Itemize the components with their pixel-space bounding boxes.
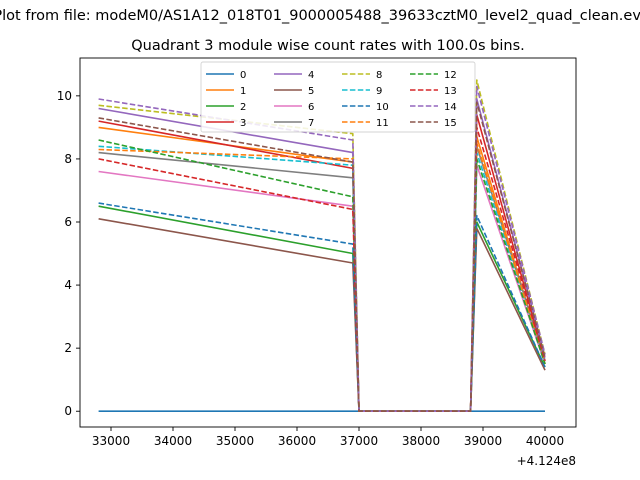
axes-frame [79, 57, 577, 428]
x-tick-label: 36000 [278, 434, 316, 448]
legend-label: 4 [308, 70, 314, 81]
series-line-7 [98, 145, 546, 413]
legend-label: 3 [240, 118, 246, 129]
x-tick-label: 33000 [92, 434, 130, 448]
series-line-11 [98, 142, 546, 413]
legend-label: 11 [376, 118, 389, 129]
y-axis: 0 2 4 6 8 10 [57, 89, 80, 418]
y-tick-label: 10 [57, 89, 72, 103]
x-tick-label: 38000 [402, 434, 440, 448]
legend-label: 14 [444, 102, 457, 113]
series-line-9 [98, 145, 546, 413]
x-tick-label: 37000 [340, 434, 378, 448]
series-line-15 [98, 101, 546, 413]
y-tick-label: 0 [64, 404, 72, 418]
x-tick-label: 40000 [526, 434, 564, 448]
y-tick-label: 2 [64, 341, 72, 355]
legend-label: 13 [444, 86, 457, 97]
x-tick-label: 34000 [154, 434, 192, 448]
y-tick-label: 6 [64, 215, 72, 229]
series-line-2 [98, 205, 546, 413]
legend-label: 0 [240, 70, 246, 81]
legend-label: 15 [444, 118, 457, 129]
legend-label: 2 [240, 102, 246, 113]
legend-box [200, 61, 476, 133]
y-tick-label: 8 [64, 152, 72, 166]
x-axis: 33000 34000 35000 36000 37000 38000 39000 40000 [92, 427, 564, 448]
legend-label: 10 [376, 102, 389, 113]
series-line-14 [98, 85, 546, 413]
series-line-6 [98, 164, 546, 413]
legend-label: 9 [376, 86, 382, 97]
legend-label: 1 [240, 86, 246, 97]
legend-label: 7 [308, 118, 314, 129]
legend-label: 6 [308, 102, 314, 113]
series-layer [98, 79, 546, 413]
legend-label: 5 [308, 86, 314, 97]
series-line-10 [98, 202, 546, 413]
legend-label: 12 [444, 70, 457, 81]
x-tick-label: 35000 [216, 434, 254, 448]
figure-suptitle: Plot from file: modeM0/AS1A12_018T01_900… [0, 8, 640, 24]
y-tick-label: 4 [64, 278, 72, 292]
x-tick-label: 39000 [464, 434, 502, 448]
x-offset-label: +4.124e8 [517, 454, 576, 468]
legend-label: 8 [376, 70, 382, 81]
chart-title: Quadrant 3 module wise count rates with … [131, 38, 525, 54]
